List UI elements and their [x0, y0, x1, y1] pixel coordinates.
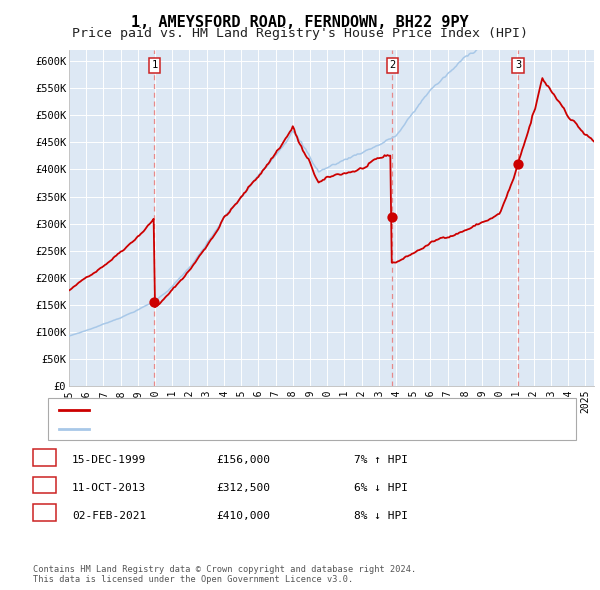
Text: 7% ↑ HPI: 7% ↑ HPI: [354, 455, 408, 465]
Text: Contains HM Land Registry data © Crown copyright and database right 2024.
This d: Contains HM Land Registry data © Crown c…: [33, 565, 416, 584]
Point: [513, 159, 523, 169]
Point: [149, 297, 159, 307]
Text: 1, AMEYSFORD ROAD, FERNDOWN, BH22 9PY: 1, AMEYSFORD ROAD, FERNDOWN, BH22 9PY: [131, 15, 469, 30]
Text: 1: 1: [151, 60, 158, 70]
Text: 6% ↓ HPI: 6% ↓ HPI: [354, 483, 408, 493]
Text: HPI: Average price, detached house, Dorset: HPI: Average price, detached house, Dors…: [93, 424, 355, 434]
Text: £156,000: £156,000: [216, 455, 270, 465]
Text: 1, AMEYSFORD ROAD, FERNDOWN, BH22 9PY (detached house): 1, AMEYSFORD ROAD, FERNDOWN, BH22 9PY (d…: [93, 405, 431, 415]
Text: 15-DEC-1999: 15-DEC-1999: [72, 455, 146, 465]
Text: 02-FEB-2021: 02-FEB-2021: [72, 511, 146, 520]
Text: 3: 3: [515, 60, 521, 70]
Text: 11-OCT-2013: 11-OCT-2013: [72, 483, 146, 493]
Text: 2: 2: [389, 60, 395, 70]
Text: 2: 2: [41, 480, 48, 490]
Text: Price paid vs. HM Land Registry's House Price Index (HPI): Price paid vs. HM Land Registry's House …: [72, 27, 528, 40]
Text: 1: 1: [41, 453, 48, 462]
Text: £312,500: £312,500: [216, 483, 270, 493]
Text: 3: 3: [41, 508, 48, 517]
Point: [388, 212, 397, 222]
Text: 8% ↓ HPI: 8% ↓ HPI: [354, 511, 408, 520]
Text: £410,000: £410,000: [216, 511, 270, 520]
